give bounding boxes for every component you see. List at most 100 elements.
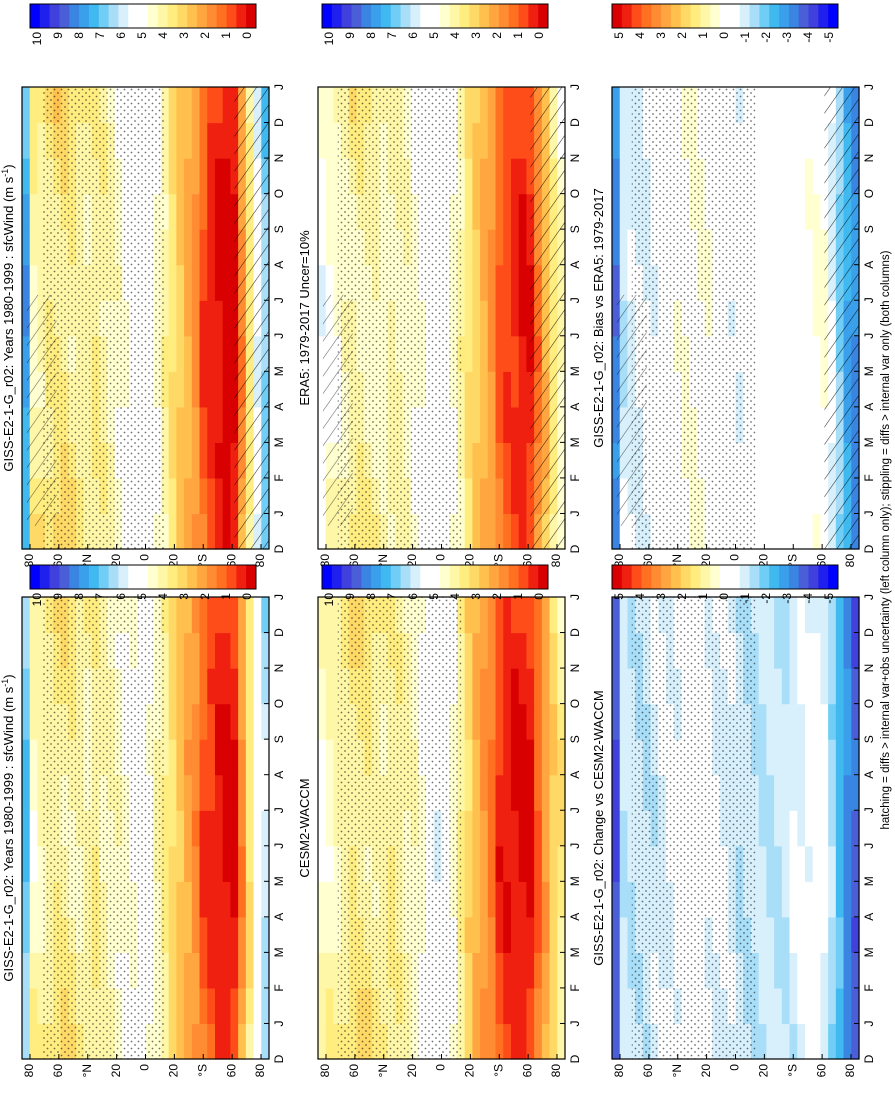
heatmap-cell (495, 774, 504, 811)
month-tick-label: D (862, 628, 876, 637)
heatmap-cell (774, 300, 783, 337)
hatch-overlay (26, 294, 57, 526)
colorbar-segment (720, 4, 731, 28)
heatmap-cell (758, 881, 767, 918)
heatmap-cell (176, 774, 185, 811)
colorbar-tick-label: 3 (654, 593, 668, 600)
heatmap-cell (333, 845, 342, 882)
lat-tick-label: 60 (51, 554, 65, 568)
heatmap-cell (176, 845, 185, 882)
heatmap-cell (207, 229, 216, 266)
colorbar-segment (508, 565, 519, 589)
heatmap-cell (199, 739, 208, 776)
heatmap-cell (781, 264, 791, 301)
heatmap-cell (318, 952, 327, 989)
colorbar-segment (749, 565, 760, 589)
colorbar-tick-label: 0 (717, 593, 731, 600)
heatmap-cell (503, 264, 512, 301)
colorbar-segment (680, 4, 692, 28)
heatmap-cell (168, 335, 177, 372)
heatmap-cell (222, 122, 232, 159)
heatmap-cell (222, 335, 232, 372)
month-tick-label: S (862, 735, 876, 743)
heatmap-cell (495, 158, 504, 195)
month-tick-label: J (568, 594, 582, 600)
heatmap-cell (627, 774, 636, 811)
heatmap-cell (774, 158, 783, 195)
heatmap-cell (851, 703, 860, 740)
heatmap-cell (789, 300, 798, 337)
heatmap-cell (510, 774, 520, 811)
heatmap-cell (29, 987, 39, 1025)
heatmap-cell (472, 952, 481, 989)
heatmap-cell (22, 371, 31, 408)
colorbar-tick-label: -2 (759, 593, 773, 604)
colorbar-tick-label: -3 (780, 32, 794, 43)
heatmap-cell (199, 335, 208, 372)
heatmap-cell (534, 632, 543, 669)
heatmap-cell (503, 300, 512, 337)
panel-title: ERA5: 1979-2017 Uncer=10% (297, 230, 312, 406)
heatmap-cell (230, 845, 239, 882)
colorbar-p3: 10 9 8 7 6 5 4 3 2 1 0 (321, 3, 549, 45)
heatmap-cell (22, 668, 31, 705)
heatmap-cell (766, 229, 775, 266)
heatmap-cell (627, 987, 636, 1025)
heatmap-cell (503, 193, 512, 230)
heatmap-cell (29, 193, 39, 230)
heatmap-cell (804, 442, 814, 479)
heatmap-cell (774, 810, 783, 847)
heatmap-cell (789, 668, 798, 705)
heatmap-cell (487, 122, 497, 159)
heatmap-cell (191, 87, 201, 124)
month-tick-label: D (568, 118, 582, 127)
heatmap-cell (199, 774, 208, 811)
heatmap-cell (851, 916, 860, 953)
month-tick-label: D (568, 544, 582, 553)
month-tick-label: F (272, 984, 286, 991)
heatmap-cell (627, 952, 636, 989)
heatmap-cell (245, 881, 255, 918)
heatmap-cell (464, 881, 473, 918)
colorbar-segment (187, 4, 198, 28)
heatmap-cell (222, 632, 232, 669)
heatmap-cell (774, 703, 783, 740)
heatmap-cell (487, 406, 497, 443)
colorbar-segment (670, 4, 682, 28)
heatmap-cell (797, 881, 806, 918)
heatmap-cell (627, 739, 636, 776)
heatmap-cell (820, 632, 829, 669)
heatmap-cell (820, 952, 829, 989)
heatmap-cell (835, 1023, 845, 1060)
heatmap-cell (480, 229, 489, 266)
heatmap-cell (487, 513, 497, 550)
panel-p2: 80 60 °N 20 0 20 °S 60 80DJFMAMJJASONDJGISS-E2-1… (0, 594, 286, 1077)
heatmap-cell (766, 703, 775, 740)
heatmap-cell (261, 739, 270, 776)
heatmap-cell (503, 916, 512, 953)
colorbar-segment (246, 565, 257, 589)
heatmap-cell (464, 774, 473, 811)
heatmap-cell (464, 632, 473, 669)
heatmap-cell (804, 264, 814, 301)
heatmap-cell (828, 881, 837, 918)
colorbar-segment (177, 565, 188, 589)
heatmap-cell (495, 371, 504, 408)
heatmap-cell (619, 87, 629, 124)
heatmap-cell (480, 810, 489, 847)
colorbar-tick-label: -5 (822, 32, 836, 43)
heatmap-cell (503, 668, 512, 705)
heatmap-cell (503, 122, 512, 159)
heatmap-cell (557, 739, 566, 776)
heatmap-cell (22, 477, 31, 515)
heatmap-cell (191, 597, 201, 634)
heatmap-cell (851, 668, 860, 705)
month-tick-label: A (568, 403, 582, 411)
heatmap-cell (534, 987, 543, 1025)
heatmap-cell (828, 632, 837, 669)
heatmap-cell (318, 703, 327, 740)
heatmap-cell (774, 845, 783, 882)
month-tick-label: F (862, 474, 876, 481)
heatmap-cell (851, 810, 860, 847)
month-tick-label: J (862, 297, 876, 303)
